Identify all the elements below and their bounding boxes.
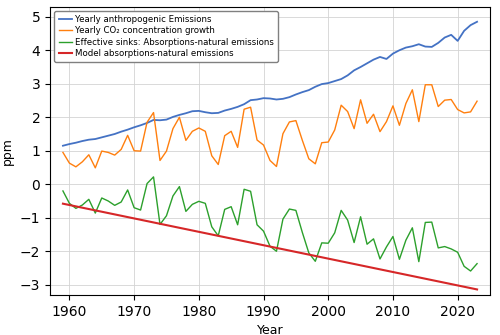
- Effective sinks: Absorptions-natural emissions: (2.02e+03, -1.14): Absorptions-natural emissions: (2.02e+03…: [422, 220, 428, 224]
- Y-axis label: ppm: ppm: [1, 137, 14, 165]
- Effective sinks: Absorptions-natural emissions: (1.98e+03, -0.94): Absorptions-natural emissions: (1.98e+03…: [164, 214, 170, 218]
- Effective sinks: Absorptions-natural emissions: (1.96e+03, -0.2): Absorptions-natural emissions: (1.96e+03…: [60, 189, 66, 193]
- X-axis label: Year: Year: [256, 324, 283, 335]
- Model absorptions-natural emissions: [461, 285, 467, 289]
- Yearly CO₂ concentration growth: [190, 129, 196, 133]
- Yearly anthropogenic Emissions: [234, 105, 240, 109]
- Yearly anthropogenic Emissions: [157, 118, 163, 122]
- Yearly anthropogenic Emissions: [183, 111, 189, 115]
- Yearly anthropogenic Emissions: [274, 97, 280, 102]
- Effective sinks: Absorptions-natural emissions: (2.02e+03, -2.37): Absorptions-natural emissions: (2.02e+03…: [474, 262, 480, 266]
- Yearly CO₂ concentration growth: [164, 149, 170, 153]
- Model absorptions-natural emissions: [274, 246, 280, 250]
- Yearly CO₂ concentration growth: [461, 111, 467, 115]
- Line: Yearly anthropogenic Emissions: Yearly anthropogenic Emissions: [63, 22, 477, 146]
- Effective sinks: Absorptions-natural emissions: (1.97e+03, 0.22): Absorptions-natural emissions: (1.97e+03…: [150, 175, 156, 179]
- Effective sinks: Absorptions-natural emissions: (2.02e+03, -2.59): Absorptions-natural emissions: (2.02e+03…: [468, 269, 473, 273]
- Yearly anthropogenic Emissions: [474, 20, 480, 24]
- Effective sinks: Absorptions-natural emissions: (1.99e+03, -0.15): Absorptions-natural emissions: (1.99e+03…: [241, 187, 247, 191]
- Yearly CO₂ concentration growth: [429, 83, 435, 87]
- Line: Effective sinks: Absorptions-natural emissions: Effective sinks: Absorptions-natural emi…: [63, 177, 477, 271]
- Model absorptions-natural emissions: [234, 238, 240, 242]
- Yearly CO₂ concentration growth: [241, 107, 247, 111]
- Yearly CO₂ concentration growth: [92, 166, 98, 170]
- Line: Model absorptions-natural emissions: Model absorptions-natural emissions: [63, 204, 477, 289]
- Legend: Yearly anthropogenic Emissions, Yearly CO₂ concentration growth, Effective sinks: Yearly anthropogenic Emissions, Yearly C…: [54, 11, 278, 62]
- Yearly anthropogenic Emissions: [60, 144, 66, 148]
- Yearly anthropogenic Emissions: [461, 29, 467, 33]
- Model absorptions-natural emissions: [157, 222, 163, 226]
- Yearly CO₂ concentration growth: [60, 150, 66, 154]
- Yearly CO₂ concentration growth: [280, 132, 286, 136]
- Effective sinks: Absorptions-natural emissions: (2.02e+03, -2.03): Absorptions-natural emissions: (2.02e+03…: [454, 250, 460, 254]
- Effective sinks: Absorptions-natural emissions: (1.99e+03, -1.04): Absorptions-natural emissions: (1.99e+03…: [280, 217, 286, 221]
- Model absorptions-natural emissions: [60, 202, 66, 206]
- Yearly CO₂ concentration growth: [474, 99, 480, 103]
- Yearly anthropogenic Emissions: [416, 42, 422, 46]
- Line: Yearly CO₂ concentration growth: Yearly CO₂ concentration growth: [63, 85, 477, 168]
- Yearly CO₂ concentration growth: [422, 83, 428, 87]
- Effective sinks: Absorptions-natural emissions: (1.98e+03, -0.6): Absorptions-natural emissions: (1.98e+03…: [190, 202, 196, 206]
- Model absorptions-natural emissions: [474, 287, 480, 291]
- Model absorptions-natural emissions: [416, 275, 422, 279]
- Model absorptions-natural emissions: [183, 227, 189, 231]
